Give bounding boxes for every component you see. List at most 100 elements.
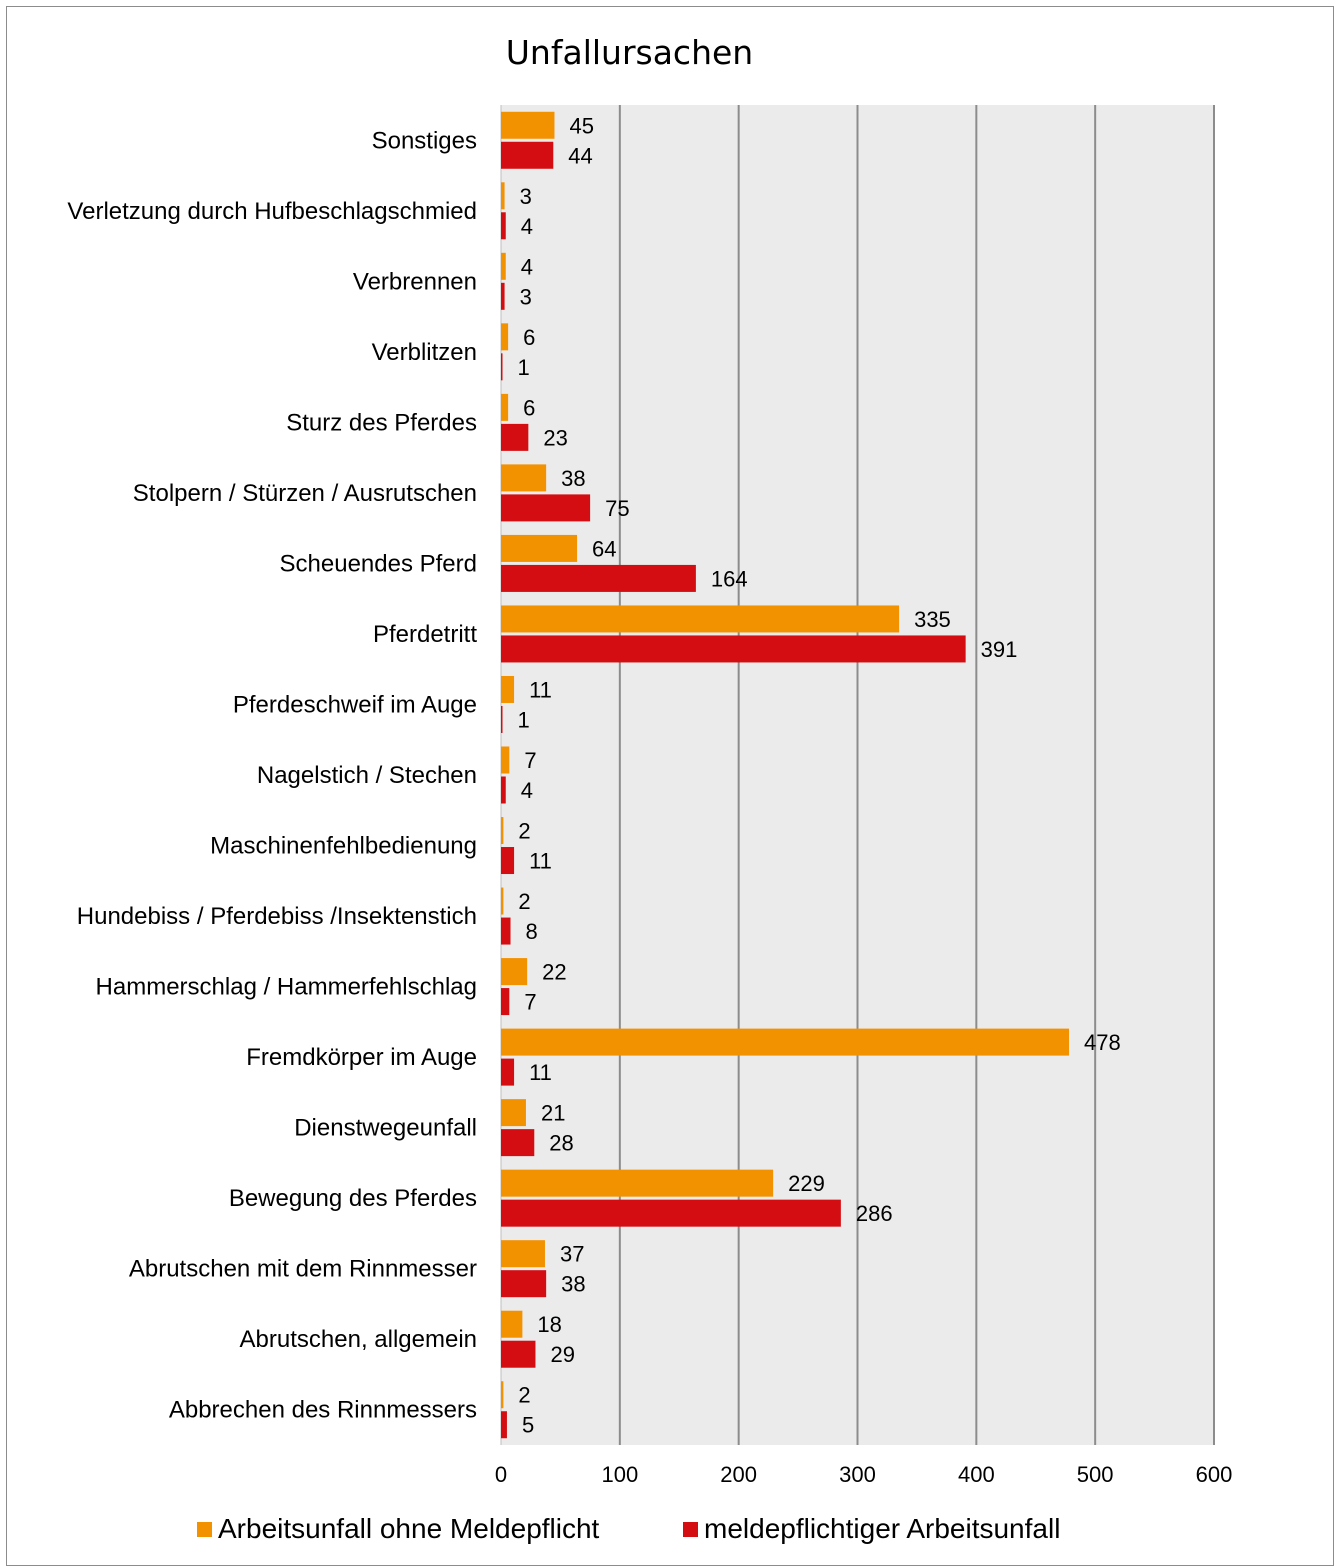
category-label: Scheuendes Pferd (280, 550, 477, 577)
legend-item-ohne-meldepflicht: Arbeitsunfall ohne Meldepflicht (197, 1513, 599, 1545)
category-label: Stolpern / Stürzen / Ausrutschen (133, 480, 477, 507)
data-label: 11 (529, 677, 552, 702)
category-label: Fremdkörper im Auge (246, 1044, 477, 1071)
bar-ohne-meldepflicht (501, 1240, 545, 1268)
data-label: 5 (522, 1413, 534, 1438)
legend-label: Arbeitsunfall ohne Meldepflicht (218, 1513, 600, 1544)
bar-ohne-meldepflicht (501, 323, 509, 351)
bar-ohne-meldepflicht (501, 464, 547, 492)
legend-item-meldepflichtig: meldepflichtiger Arbeitsunfall (683, 1513, 1060, 1545)
data-label: 21 (541, 1101, 565, 1126)
bar-meldepflichtig (501, 494, 591, 522)
x-tick-label: 600 (1196, 1462, 1233, 1487)
chart-title: Unfallursachen (505, 33, 754, 72)
data-label: 7 (524, 990, 536, 1015)
data-label: 3 (520, 284, 532, 309)
bar-ohne-meldepflicht (501, 817, 504, 845)
category-label: Verbrennen (353, 268, 477, 295)
bar-ohne-meldepflicht (501, 887, 504, 915)
data-label: 2 (518, 889, 530, 914)
bar-meldepflichtig (501, 1411, 507, 1439)
data-label: 22 (542, 960, 566, 985)
bar-ohne-meldepflicht (501, 675, 515, 703)
bar-ohne-meldepflicht (501, 1169, 774, 1197)
bar-ohne-meldepflicht (501, 958, 528, 986)
data-label: 4 (521, 214, 533, 239)
category-label: Hammerschlag / Hammerfehlschlag (96, 974, 477, 1001)
data-label: 6 (523, 395, 535, 420)
category-label: Bewegung des Pferdes (229, 1185, 477, 1212)
bar-meldepflichtig (501, 1270, 547, 1298)
x-tick-label: 100 (601, 1462, 638, 1487)
data-label: 391 (981, 637, 1018, 662)
data-label: 28 (549, 1131, 573, 1156)
bar-ohne-meldepflicht (501, 252, 506, 280)
data-label: 6 (523, 325, 535, 350)
data-label: 23 (543, 425, 567, 450)
data-label: 37 (560, 1242, 584, 1267)
legend-swatch-red (683, 1521, 698, 1537)
bar-meldepflichtig (501, 1199, 841, 1227)
data-label: 4 (521, 254, 533, 279)
data-label: 38 (561, 1272, 585, 1297)
bar-meldepflichtig (501, 776, 506, 804)
bar-ohne-meldepflicht (501, 1381, 504, 1409)
data-label: 164 (711, 566, 748, 591)
data-label: 478 (1084, 1030, 1121, 1055)
bar-meldepflichtig (501, 917, 511, 945)
bar-meldepflichtig (501, 635, 966, 663)
category-label: Abrutschen, allgemein (240, 1326, 477, 1353)
bar-meldepflichtig (501, 1129, 535, 1157)
bar-ohne-meldepflicht (501, 393, 509, 421)
data-label: 7 (524, 748, 536, 773)
bar-meldepflichtig (501, 423, 529, 451)
data-label: 38 (561, 466, 585, 491)
bar-ohne-meldepflicht (501, 534, 578, 562)
legend-label: meldepflichtiger Arbeitsunfall (704, 1513, 1061, 1544)
category-label: Pferdetritt (373, 621, 477, 648)
bar-ohne-meldepflicht (501, 605, 900, 633)
data-label: 18 (537, 1312, 561, 1337)
data-label: 45 (569, 113, 593, 138)
bar-meldepflichtig (501, 847, 515, 875)
category-label: Verletzung durch Hufbeschlagschmied (67, 198, 477, 225)
data-label: 11 (529, 849, 552, 874)
x-tick-label: 500 (1077, 1462, 1114, 1487)
category-label: Hundebiss / Pferdebiss /Insektenstich (77, 903, 477, 930)
x-tick-label: 0 (495, 1462, 507, 1487)
bar-ohne-meldepflicht (501, 746, 510, 774)
data-label: 44 (568, 143, 592, 168)
data-label: 29 (550, 1342, 574, 1367)
bar-meldepflichtig (501, 1340, 536, 1368)
category-label: Abbrechen des Rinnmessers (169, 1397, 477, 1424)
category-label: Verblitzen (372, 339, 477, 366)
category-label: Abrutschen mit dem Rinnmesser (129, 1256, 477, 1283)
bar-ohne-meldepflicht (501, 1310, 523, 1338)
data-label: 64 (592, 536, 616, 561)
bar-ohne-meldepflicht (501, 1028, 1070, 1056)
legend: Arbeitsunfall ohne Meldepflicht meldepfl… (0, 1513, 1339, 1547)
legend-swatch-orange (197, 1521, 212, 1537)
x-tick-label: 200 (720, 1462, 757, 1487)
category-label: Sturz des Pferdes (286, 409, 477, 436)
bar-meldepflichtig (501, 705, 503, 733)
bar-meldepflichtig (501, 564, 696, 592)
x-tick-label: 300 (839, 1462, 876, 1487)
data-label: 2 (518, 1383, 530, 1408)
category-label: Pferdeschweif im Auge (233, 691, 477, 718)
data-label: 11 (529, 1060, 552, 1085)
x-tick-label: 400 (958, 1462, 995, 1487)
bar-ohne-meldepflicht (501, 111, 555, 139)
bar-meldepflichtig (501, 282, 505, 310)
data-label: 2 (518, 819, 530, 844)
data-label: 1 (518, 707, 530, 732)
bar-meldepflichtig (501, 141, 554, 169)
data-label: 75 (605, 496, 629, 521)
data-label: 4 (521, 778, 533, 803)
category-label: Dienstwegeunfall (294, 1115, 477, 1142)
category-label: Nagelstich / Stechen (257, 762, 477, 789)
data-label: 1 (518, 355, 530, 380)
bar-meldepflichtig (501, 988, 510, 1016)
category-label: Maschinenfehlbedienung (210, 833, 477, 860)
